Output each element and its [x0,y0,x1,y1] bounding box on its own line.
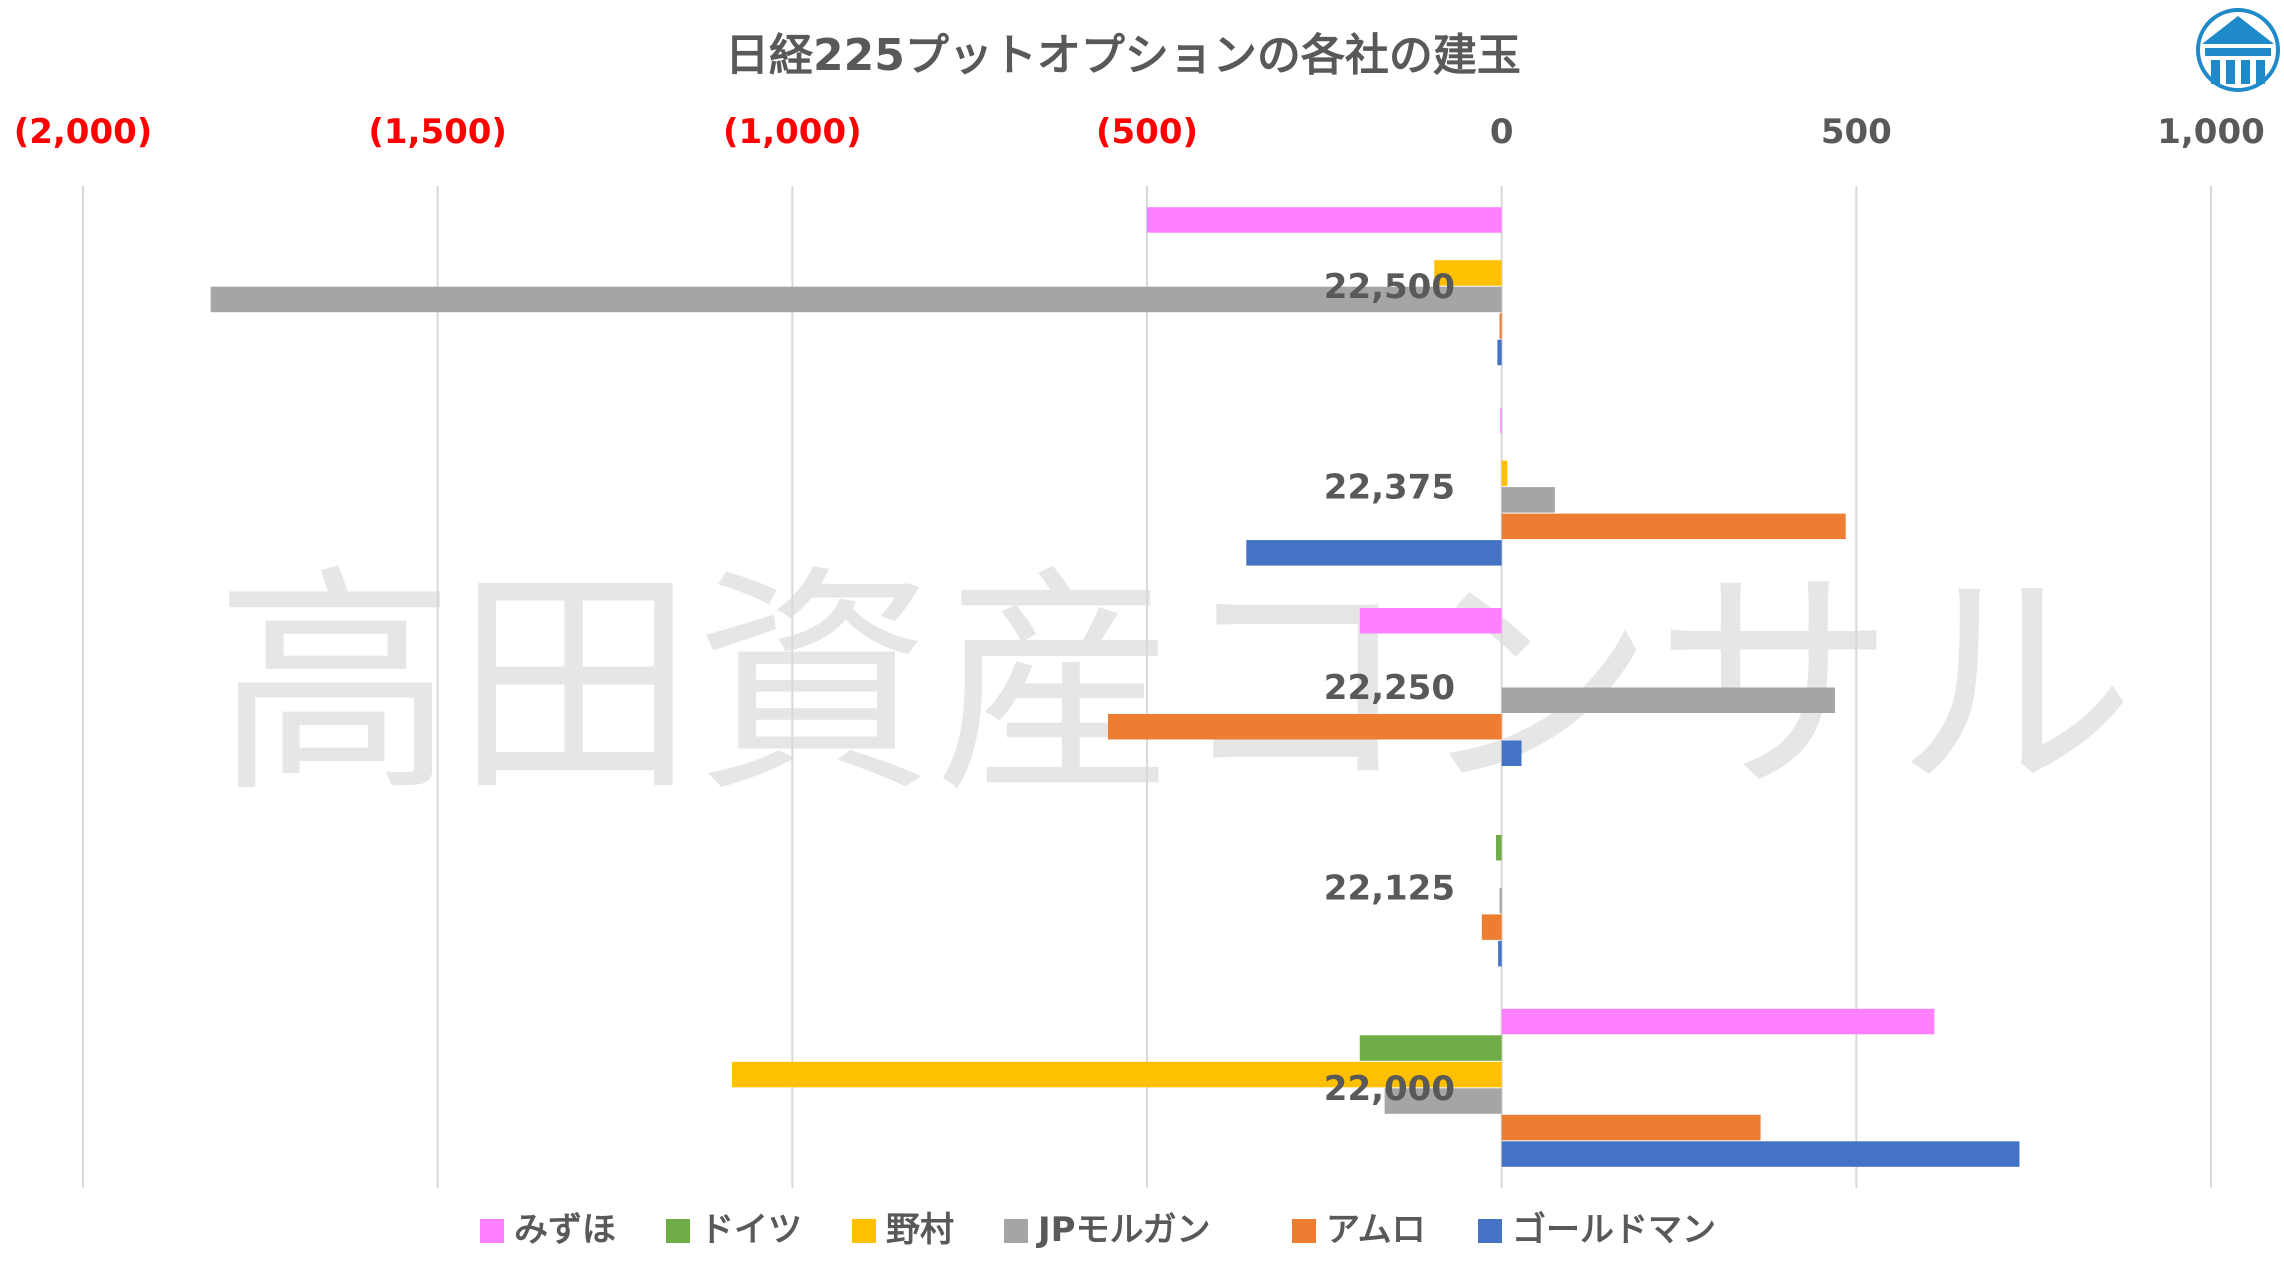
building-logo [2196,8,2280,92]
x-tick-label: (2,000) [14,112,153,152]
legend-label: ゴールドマン [1512,1210,1716,1250]
category-label: 22,500 [1324,267,1455,307]
bar [1501,1141,2020,1167]
bar [1481,914,1502,940]
legend-swatch [1004,1219,1028,1243]
bar [1499,313,1502,339]
category-labels: 22,500 22,375 22,250 22,125 22,000 [1324,267,1455,1109]
legend: みずほ ドイツ 野村 JPモルガン アムロ ゴールドマン [480,1210,1716,1250]
category-label: 22,000 [1324,1069,1455,1109]
x-tick-label: (1,500) [368,112,507,152]
legend-swatch [1292,1219,1316,1243]
x-axis-ticks: (2,000) (1,500) (1,000) (500) 0 500 1,000 [14,112,2265,152]
bars [210,207,2020,1167]
bar [1501,1114,1761,1141]
legend-label: JPモルガン [1036,1210,1211,1250]
bar [1359,608,1502,634]
bar [210,286,1502,313]
bar [1246,540,1502,566]
chart-title: 日経225プットオプションの各社の建玉 [725,30,1521,81]
x-tick-label: 500 [1821,112,1892,152]
legend-label: アムロ [1326,1210,1426,1250]
bar [1500,407,1502,434]
x-tick-label: 0 [1490,112,1514,152]
bar [1497,339,1502,366]
bar [1501,513,1846,540]
legend-swatch [1478,1219,1502,1243]
legend-label: みずほ [514,1210,616,1250]
bar [1501,740,1522,766]
category-label: 22,250 [1324,668,1455,708]
legend-swatch [852,1219,876,1243]
bar [732,1061,1502,1088]
bar [1495,834,1502,861]
legend-swatch [480,1219,504,1243]
x-tick-label: 1,000 [2157,112,2265,152]
bar [1147,207,1502,233]
legend-swatch [666,1219,690,1243]
bar [1499,887,1502,914]
watermark-text: 高田資産コンサル [215,545,2135,825]
legend-label: ドイツ [700,1210,802,1250]
bar [1501,687,1836,713]
bar [1501,460,1508,487]
bar [1434,260,1502,286]
category-label: 22,375 [1324,468,1455,508]
bar [1384,1088,1502,1114]
bar [1359,1035,1502,1061]
bar [1107,714,1502,740]
category-label: 22,125 [1324,868,1455,908]
x-tick-label: (500) [1096,112,1198,152]
bar [1501,487,1555,513]
x-tick-label: (1,000) [723,112,862,152]
legend-label: 野村 [886,1210,954,1250]
bar [1501,1008,1935,1035]
bar [1498,940,1502,967]
